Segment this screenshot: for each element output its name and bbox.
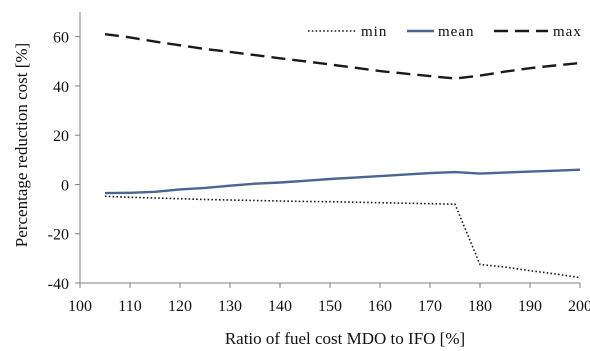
x-axis: 100 110 120 130 140 150 160 170 180 190 200 [68,282,590,315]
x-tick-label: 180 [468,298,492,315]
x-tick-label: 200 [568,298,590,315]
series-line-min [104,195,581,279]
y-tick-label: -40 [48,276,69,293]
x-tick-label: 120 [168,298,192,315]
x-tick-label: 100 [68,298,92,315]
series-line-mean [104,168,581,195]
y-tick-label: -20 [48,227,69,244]
x-tick-label: 130 [218,298,242,315]
y-tick-label: 0 [61,177,69,194]
x-tick-label: 160 [368,298,392,315]
y-axis: -40 -20 0 20 40 60 [48,12,81,293]
x-axis-title: Ratio of fuel cost MDO to IFO [%] [225,329,465,348]
x-tick-label: 150 [318,298,342,315]
legend-label-max: max [553,24,582,40]
x-tick-label: 190 [518,298,542,315]
y-tick-label: 20 [53,128,69,145]
legend: min mean max [308,24,582,40]
legend-label-mean: mean [438,24,474,40]
series-layer [104,33,581,279]
x-tick-label: 140 [268,298,292,315]
y-axis-title: Percentage reduction cost [%] [12,43,31,247]
y-tick-label: 60 [53,30,69,47]
y-tick-label: 40 [53,79,69,96]
legend-label-min: min [361,24,387,40]
x-tick-label: 110 [118,298,141,315]
x-tick-label: 170 [418,298,442,315]
series-line-max [104,33,581,80]
